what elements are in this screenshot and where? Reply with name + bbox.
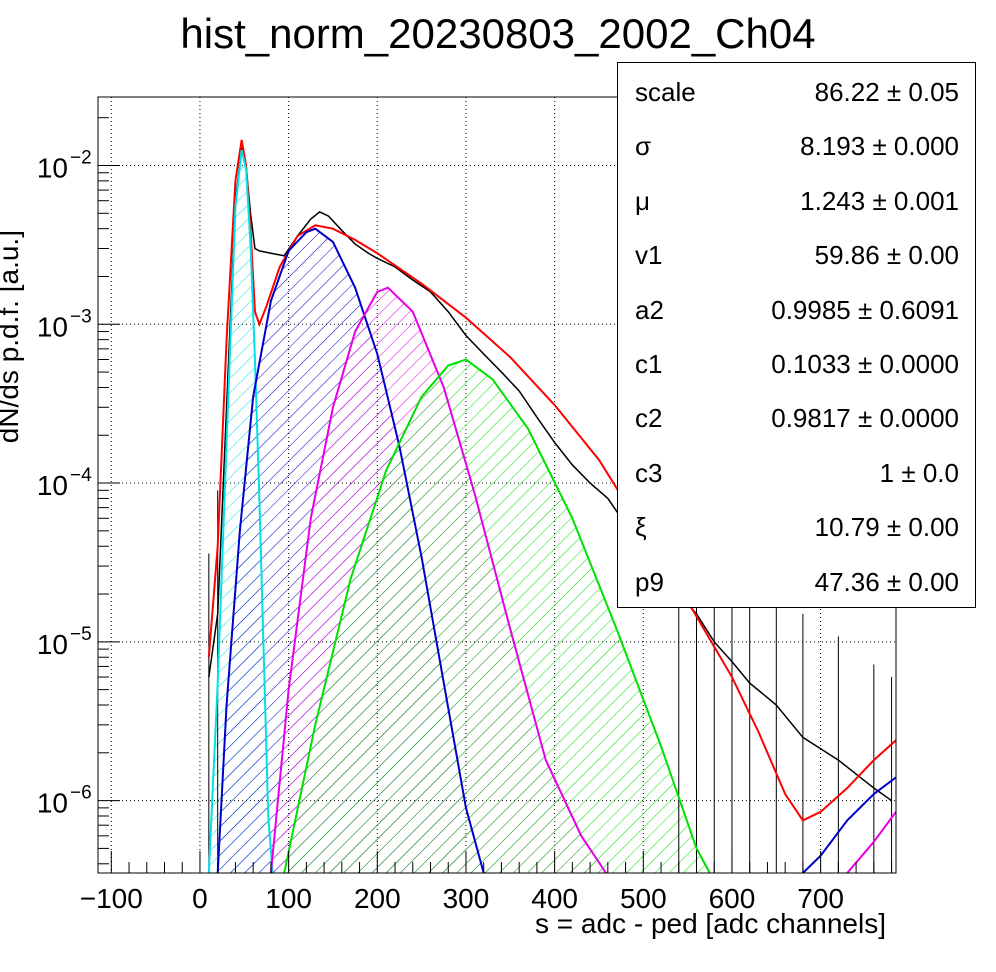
y-tick-exponent: −5 <box>70 624 92 645</box>
stat-row: a2 0.9985 ± 0.6091 <box>618 281 975 335</box>
stat-row: μ 1.243 ± 0.001 <box>618 172 975 226</box>
y-tick-exponent: −6 <box>70 783 92 804</box>
curve-peak-1 <box>216 227 485 873</box>
stat-name: μ <box>635 185 650 216</box>
x-tick-label: 600 <box>709 883 756 914</box>
stat-value: 86.22 ± 0.05 <box>814 77 959 107</box>
x-tick-label: 300 <box>443 883 490 914</box>
stat-value: 0.9985 ± 0.6091 <box>771 294 959 325</box>
x-tick-label: 100 <box>265 883 312 914</box>
x-tick-label: 200 <box>354 883 401 914</box>
stat-name: c3 <box>635 457 663 488</box>
stat-value: 10.79 ± 0.00 <box>814 512 959 543</box>
stat-name: ξ <box>635 512 647 543</box>
stat-name: c1 <box>635 349 663 379</box>
stat-value: 0.9817 ± 0.0000 <box>771 403 959 434</box>
stat-name: c2 <box>635 403 663 434</box>
stat-value: 8.193 ± 0.000 <box>800 131 959 162</box>
stat-name: a2 <box>635 294 664 325</box>
stat-row: v1 59.86 ± 0.00 <box>618 226 975 280</box>
stat-row: c1 0.1033 ± 0.0000 <box>618 335 975 389</box>
stat-name: scale <box>635 77 696 107</box>
stat-row: σ 8.193 ± 0.000 <box>618 117 975 171</box>
curve-tail-blue <box>802 776 896 873</box>
stat-name: σ <box>635 131 652 162</box>
x-tick-label: 400 <box>531 883 578 914</box>
y-tick-label: 10 <box>37 629 68 660</box>
x-tick-label: −100 <box>80 883 143 914</box>
y-tick-exponent: −3 <box>70 306 92 327</box>
y-tick-label: 10 <box>37 152 68 183</box>
y-tick-label: 10 <box>37 788 68 819</box>
stat-value: 0.1033 ± 0.0000 <box>771 349 959 379</box>
x-tick-label: 700 <box>797 883 844 914</box>
stat-value: 1 ± 0.0 <box>879 457 959 488</box>
x-tick-label: 500 <box>620 883 667 914</box>
stat-row: c3 1 ± 0.0 <box>618 444 975 498</box>
y-tick-label: 10 <box>37 311 68 342</box>
x-axis-label: s = adc - ped [adc channels] <box>535 908 886 939</box>
y-tick-exponent: −2 <box>70 147 92 168</box>
stat-name: v1 <box>635 240 663 271</box>
stat-row: ξ 10.79 ± 0.00 <box>618 498 975 552</box>
x-tick-label: 0 <box>192 883 208 914</box>
chart-title: hist_norm_20230803_2002_Ch04 <box>180 10 816 57</box>
curve-peak-0 <box>207 149 274 873</box>
y-tick-exponent: −4 <box>70 465 92 486</box>
stat-value: 47.36 ± 0.00 <box>814 566 959 597</box>
stat-row: p9 47.36 ± 0.00 <box>618 553 975 607</box>
stat-value: 59.86 ± 0.00 <box>814 240 959 271</box>
stat-row: c2 0.9817 ± 0.0000 <box>618 389 975 443</box>
data-histogram <box>208 147 893 802</box>
stat-row: scale 86.22 ± 0.05 <box>618 63 975 117</box>
stat-value: 1.243 ± 0.001 <box>800 185 959 216</box>
y-tick-label: 10 <box>37 470 68 501</box>
curve-peak-3 <box>283 358 711 873</box>
stat-name: p9 <box>635 566 664 597</box>
y-axis-label: dN/ds p.d.f. [a.u.] <box>0 230 24 444</box>
component-fill-peak-3 <box>284 359 710 873</box>
curve-tail-magenta <box>846 811 896 873</box>
fit-statistics-box: scale 86.22 ± 0.05 σ 8.193 ± 0.000 μ 1.243 ± … <box>617 62 976 608</box>
curve-peak-2 <box>269 286 607 873</box>
